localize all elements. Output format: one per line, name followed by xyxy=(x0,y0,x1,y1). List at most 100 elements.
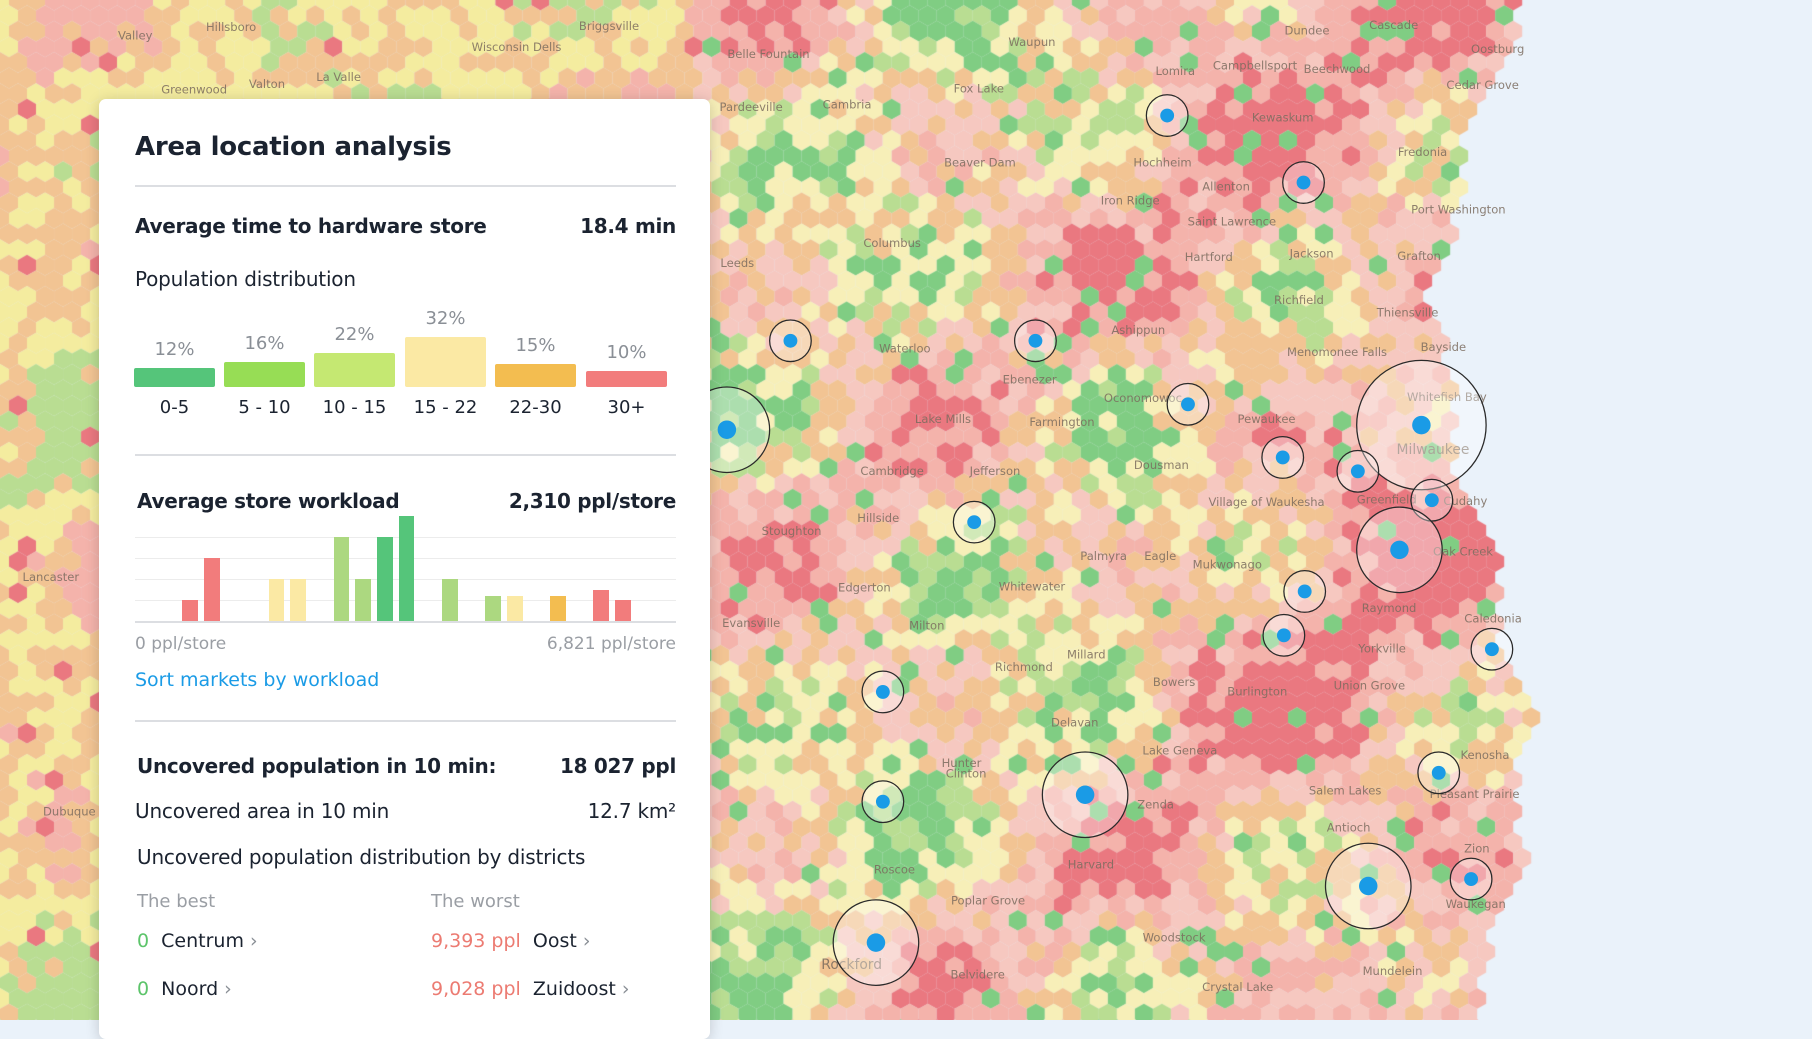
district-value: 0 xyxy=(137,930,150,952)
store-marker[interactable] xyxy=(861,670,905,714)
map-place-label: Valton xyxy=(249,77,285,91)
map-place-label: Union Grove xyxy=(1334,679,1405,693)
sort-markets-link[interactable]: Sort markets by workload xyxy=(135,669,380,691)
store-marker[interactable] xyxy=(1356,506,1443,594)
districts-label: Uncovered population distribution by dis… xyxy=(137,845,586,869)
worst-district-row[interactable]: 9,393 ppl Oost › xyxy=(431,930,590,952)
store-marker[interactable] xyxy=(1261,436,1305,479)
map-place-label: La Valle xyxy=(316,70,361,84)
population-bar xyxy=(134,368,215,387)
store-marker[interactable] xyxy=(1041,751,1129,839)
map-place-label: Antioch xyxy=(1327,821,1371,835)
map-place-label: Dundee xyxy=(1284,24,1329,38)
store-marker[interactable] xyxy=(1449,857,1493,901)
map-place-label: Greenwood xyxy=(161,83,227,97)
histogram-bar xyxy=(333,537,350,621)
best-header: The best xyxy=(137,891,216,912)
store-marker[interactable] xyxy=(1013,319,1057,363)
store-marker[interactable] xyxy=(1166,382,1210,426)
store-marker[interactable] xyxy=(832,899,920,986)
population-bar xyxy=(586,371,667,387)
map-place-label: Cascade xyxy=(1369,18,1418,32)
district-value: 9,028 ppl xyxy=(431,978,521,1000)
map-place-label: Jackson xyxy=(1289,247,1334,261)
map-place-label: Village of Waukesha xyxy=(1208,495,1324,509)
store-marker[interactable] xyxy=(1145,94,1189,137)
workload-value: 2,310 ppl/store xyxy=(508,489,676,513)
map-place-label: Campbellsport xyxy=(1213,58,1298,72)
histogram-bar xyxy=(485,595,501,621)
population-range-label: 5 - 10 xyxy=(238,397,291,418)
best-district-row[interactable]: 0 Centrum › xyxy=(137,930,258,952)
store-dot-icon xyxy=(1424,493,1439,508)
histogram-bar xyxy=(506,595,523,621)
histogram-bar xyxy=(550,595,566,621)
map-place-label: Lomira xyxy=(1155,64,1195,78)
store-dot-icon xyxy=(1075,785,1095,804)
map-place-label: Farmington xyxy=(1029,415,1094,429)
store-dot-icon xyxy=(967,515,982,530)
map-place-label: Pleasant Prairie xyxy=(1430,787,1520,801)
histogram-bar xyxy=(377,537,393,621)
population-percent-label: 12% xyxy=(154,339,195,361)
map-place-label: Columbus xyxy=(863,236,921,250)
store-dot-icon xyxy=(1296,175,1311,190)
store-marker[interactable] xyxy=(1262,613,1306,657)
store-dot-icon xyxy=(1359,876,1378,896)
map-place-label: Dousman xyxy=(1134,458,1189,472)
store-dot-icon xyxy=(1464,872,1479,887)
store-marker[interactable] xyxy=(1324,842,1412,930)
map-place-label: Briggsville xyxy=(579,19,639,33)
store-marker[interactable] xyxy=(861,780,905,824)
map-place-label: Burlington xyxy=(1227,684,1287,698)
district-name: Zuidoost xyxy=(532,978,616,1000)
store-dot-icon xyxy=(866,933,886,952)
store-dot-icon xyxy=(1181,397,1195,412)
store-marker[interactable] xyxy=(1336,449,1380,493)
workload-label: Average store workload xyxy=(137,489,400,513)
map-place-label: Valley xyxy=(118,28,153,42)
map-place-label: Fredonia xyxy=(1398,145,1447,159)
store-markers xyxy=(683,94,1514,986)
map-place-label: Hochheim xyxy=(1133,155,1191,169)
map-place-label: Harvard xyxy=(1068,858,1114,872)
avg-time-value: 18.4 min xyxy=(580,214,676,238)
histogram-bar xyxy=(398,516,415,621)
map-place-label: Thiensville xyxy=(1376,306,1439,320)
district-value: 0 xyxy=(137,978,150,1000)
store-marker[interactable] xyxy=(1417,751,1461,795)
population-distribution-label: Population distribution xyxy=(135,267,356,291)
map-place-label: Zenda xyxy=(1137,798,1174,812)
map-place-label: Bowers xyxy=(1153,675,1195,689)
store-marker[interactable] xyxy=(1283,570,1327,613)
axis-min-label: 0 ppl/store xyxy=(135,634,227,654)
map-place-label: Stoughton xyxy=(762,524,822,538)
store-marker[interactable] xyxy=(1282,161,1325,204)
map-place-label: Hillsboro xyxy=(206,20,256,34)
district-value: 9,393 ppl xyxy=(431,930,521,952)
population-range-label: 0-5 xyxy=(159,397,190,418)
population-percent-label: 10% xyxy=(606,342,647,364)
best-district-row[interactable]: 0 Noord › xyxy=(137,978,232,1000)
worst-header: The worst xyxy=(431,891,520,912)
store-dot-icon xyxy=(1431,765,1446,780)
divider xyxy=(135,185,676,187)
store-marker[interactable] xyxy=(769,319,812,363)
map-place-label: Crystal Lake xyxy=(1202,980,1273,994)
map-place-label: Belle Fountain xyxy=(727,47,809,61)
map-place-label: Richmond xyxy=(995,660,1053,674)
store-marker[interactable] xyxy=(1410,478,1454,522)
store-marker[interactable] xyxy=(1470,627,1514,671)
map-place-labels: Hillsboro Valley Briggsville Wisconsin Dell… xyxy=(23,18,1525,994)
map-place-label: Milwaukee xyxy=(1397,442,1470,458)
map-place-label: Yorkville xyxy=(1357,642,1406,656)
worst-district-row[interactable]: 9,028 ppl Zuidoost › xyxy=(431,978,630,1000)
map-place-label: Delavan xyxy=(1051,716,1099,730)
store-marker[interactable] xyxy=(1356,359,1487,491)
store-marker[interactable] xyxy=(952,500,996,544)
store-dot-icon xyxy=(1160,108,1175,123)
map-place-label: Oconomowoc xyxy=(1104,391,1182,405)
histogram-baseline xyxy=(135,621,676,623)
map-place-label: Kenosha xyxy=(1461,748,1510,762)
map-place-label: Iron Ridge xyxy=(1101,193,1160,207)
